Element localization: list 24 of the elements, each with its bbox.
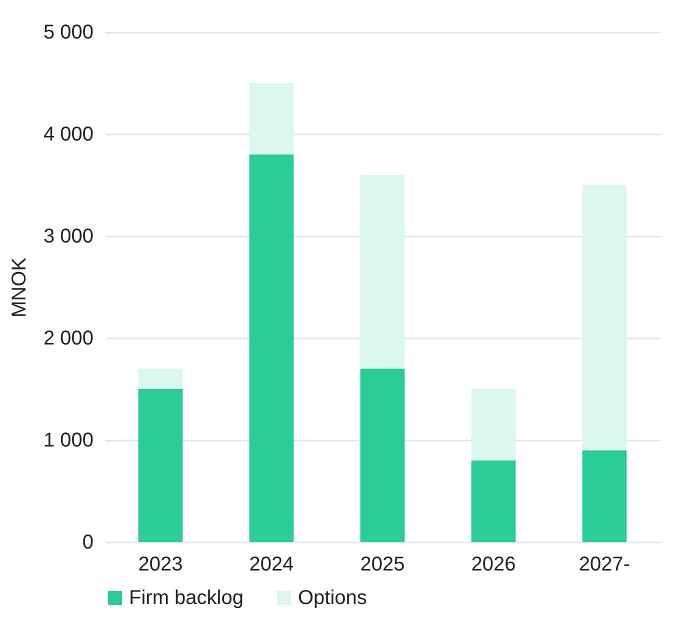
bar <box>138 368 183 389</box>
y-tick-label: 5 000 <box>43 22 94 44</box>
bar <box>360 174 405 369</box>
y-tick-label: 4 000 <box>43 124 94 146</box>
bar <box>138 389 183 542</box>
bar <box>582 185 627 450</box>
bar <box>249 83 294 154</box>
y-tick-label: 2 000 <box>43 328 94 350</box>
x-tick-label: 2026 <box>471 554 516 576</box>
y-axis-title: MNOK <box>8 256 30 318</box>
bar <box>471 460 516 542</box>
bar <box>249 154 294 542</box>
legend-label: Firm backlog <box>129 587 244 609</box>
bar <box>471 389 516 460</box>
x-tick-label: 2024 <box>249 554 294 576</box>
y-tick-label: 0 <box>82 532 94 554</box>
legend-label: Options <box>298 587 367 609</box>
bar <box>582 450 627 542</box>
bar <box>360 368 405 542</box>
x-tick-label: 2025 <box>360 554 405 576</box>
x-tick-label: 2027- <box>578 554 630 576</box>
y-tick-label: 3 000 <box>43 226 94 248</box>
x-tick-label: 2023 <box>138 554 183 576</box>
y-tick-label: 1 000 <box>43 430 94 452</box>
